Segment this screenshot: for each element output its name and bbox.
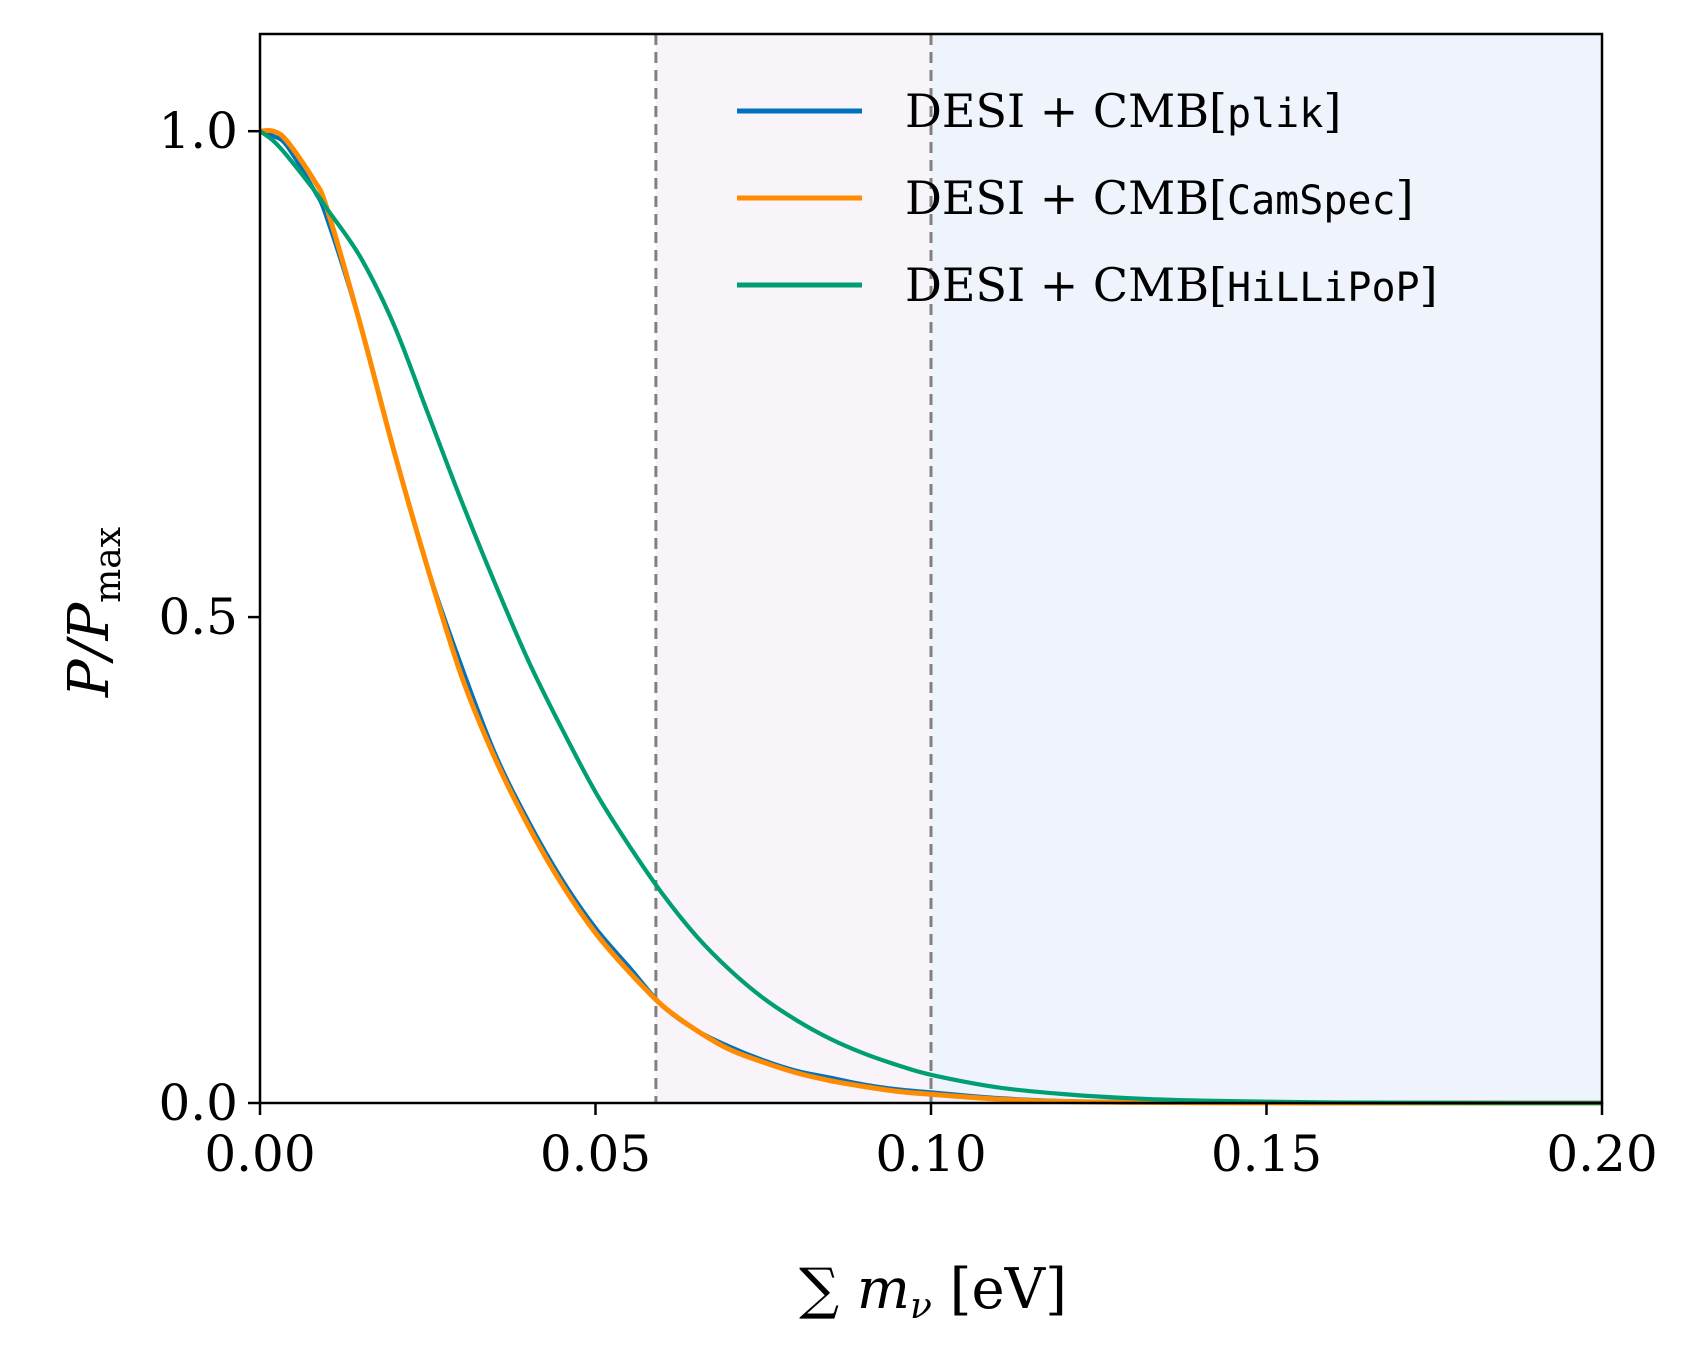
x-axis-label-unit: [eV] [932,1257,1067,1322]
x-axis-label-main: ∑ m [799,1257,910,1322]
legend-label-suffix-0: ] [1323,84,1341,138]
legend-label-code-0: plik [1227,91,1323,137]
legend-label-2: DESI + CMB[HiLLiPoP] [905,258,1438,312]
y-tick-label-0: 0.0 [158,1074,238,1132]
x-axis-label: ∑ mν [eV] [799,1257,1067,1327]
y-tick-label-2: 1.0 [158,102,238,160]
shaded-regions [655,34,1602,1103]
y-axis-label-sub: max [88,527,129,603]
shaded-region-0 [655,34,931,1103]
reference-lines [654,34,933,1103]
x-axis-label-sub: ν [910,1286,932,1327]
legend-label-prefix-0: DESI + CMB[ [905,84,1227,138]
y-axis-label-main: P/P [57,602,122,699]
series-line-2 [258,129,1603,1106]
shaded-region-1 [931,34,1602,1103]
legend-label-suffix-2: ] [1420,258,1438,312]
legend-label-1: DESI + CMB[CamSpec] [905,171,1414,225]
x-tick-label-1: 0.05 [540,1125,651,1183]
x-tick-label-2: 0.10 [875,1125,986,1183]
legend-label-prefix-1: DESI + CMB[ [905,171,1227,225]
x-tick-label-4: 0.20 [1546,1125,1657,1183]
legend-label-0: DESI + CMB[plik] [905,84,1341,138]
legend-label-code-1: CamSpec [1227,178,1396,224]
legend-label-suffix-1: ] [1396,171,1414,225]
x-axis-ticks: 0.00 0.05 0.10 0.15 0.20 [204,1103,1658,1183]
x-tick-label-3: 0.15 [1211,1125,1322,1183]
y-axis-ticks: 0.0 0.5 1.0 [158,102,260,1132]
y-tick-label-1: 0.5 [158,588,238,646]
x-tick-label-0: 0.00 [204,1125,315,1183]
legend: DESI + CMB[plik]DESI + CMB[CamSpec]DESI … [737,84,1438,312]
legend-label-code-2: HiLLiPoP [1227,265,1420,311]
y-axis-label: P/Pmax [57,527,129,698]
legend-label-prefix-2: DESI + CMB[ [905,258,1227,312]
